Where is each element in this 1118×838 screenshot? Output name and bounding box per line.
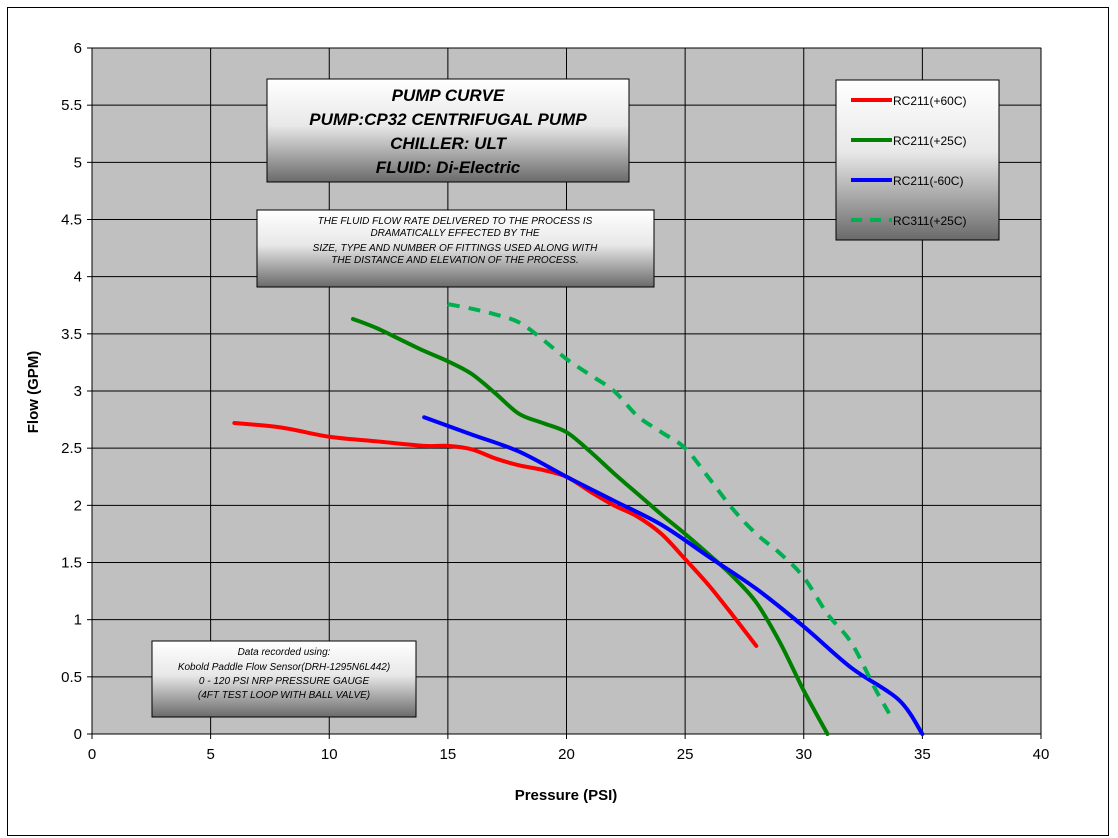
series-line-2: [350, 316, 830, 736]
data-note-line-3: 0 - 120 PSI NRP PRESSURE GAUGE: [199, 676, 370, 687]
x-axis-title: Pressure (PSI): [515, 787, 618, 804]
y-tick-label: 0: [74, 726, 82, 743]
title-line-1: PUMP CURVE: [392, 86, 505, 105]
legend: RC211(+60C) RC211(+25C) RC211(-60C) RC311(+…: [835, 79, 1000, 241]
x-tick-label: 35: [914, 746, 931, 763]
y-tick-label: 4.5: [61, 212, 82, 229]
y-tick-labels: 0 0.5 1 1.5 2 2.5 3 3.5 4 4.5 5 5.5 6: [61, 40, 82, 743]
x-tick-labels: 0 5 10 15 20 25 30 35 40: [88, 746, 1050, 763]
y-tick-label: 2.5: [61, 440, 82, 457]
data-note-line-1: Data recorded using:: [238, 647, 331, 658]
x-tick-label: 5: [206, 746, 214, 763]
y-tick-label: 6: [74, 40, 82, 57]
x-tick-label: 0: [88, 746, 96, 763]
title-line-3: CHILLER: ULT: [390, 134, 507, 153]
data-note-line-2: Kobold Paddle Flow Sensor(DRH-1295N6L442…: [178, 662, 390, 673]
title-box: PUMP CURVE PUMP:CP32 CENTRIFUGAL PUMP CH…: [266, 78, 630, 183]
process-note-line-3: SIZE, TYPE AND NUMBER OF FITTINGS USED A…: [313, 243, 598, 254]
x-tick-label: 25: [677, 746, 694, 763]
x-tick-label: 40: [1033, 746, 1050, 763]
y-tick-label: 3: [74, 383, 82, 400]
x-tick-label: 10: [321, 746, 338, 763]
gridlines: [91, 47, 1042, 735]
legend-label-3: RC211(-60C): [893, 174, 963, 188]
y-tick-label: 3.5: [61, 326, 82, 343]
y-tick-label: 5: [74, 154, 82, 171]
legend-label-1: RC211(+60C): [893, 94, 966, 108]
process-note-line-1: THE FLUID FLOW RATE DELIVERED TO THE PRO…: [318, 216, 593, 227]
series-lines: [232, 302, 925, 736]
axes: [87, 47, 1042, 739]
y-tick-label: 5.5: [61, 97, 82, 114]
process-note-line-2: DRAMATICALLY EFFECTED BY THE: [370, 228, 539, 239]
process-note-box: THE FLUID FLOW RATE DELIVERED TO THE PRO…: [256, 209, 655, 288]
data-note-box: Data recorded using: Kobold Paddle Flow …: [151, 640, 417, 718]
y-axis-title: Flow (GPM): [25, 351, 42, 434]
y-tick-label: 2: [74, 497, 82, 514]
y-tick-label: 4: [74, 269, 82, 286]
y-tick-label: 1.5: [61, 555, 82, 572]
y-tick-label: 1: [74, 612, 82, 629]
y-tick-label: 0.5: [61, 669, 82, 686]
x-tick-label: 15: [440, 746, 457, 763]
title-line-4: FLUID: Di-Electric: [376, 158, 521, 177]
legend-label-4: RC311(+25C): [893, 214, 966, 228]
process-note-line-4: THE DISTANCE AND ELEVATION OF THE PROCES…: [331, 255, 578, 266]
x-tick-label: 30: [795, 746, 812, 763]
x-tick-label: 20: [558, 746, 575, 763]
title-line-2: PUMP:CP32 CENTRIFUGAL PUMP: [309, 110, 587, 129]
series-line-3: [422, 415, 925, 736]
series-line-1: [232, 421, 759, 648]
data-note-line-4: (4FT TEST LOOP WITH BALL VALVE): [198, 690, 370, 701]
legend-label-2: RC211(+25C): [893, 134, 966, 148]
